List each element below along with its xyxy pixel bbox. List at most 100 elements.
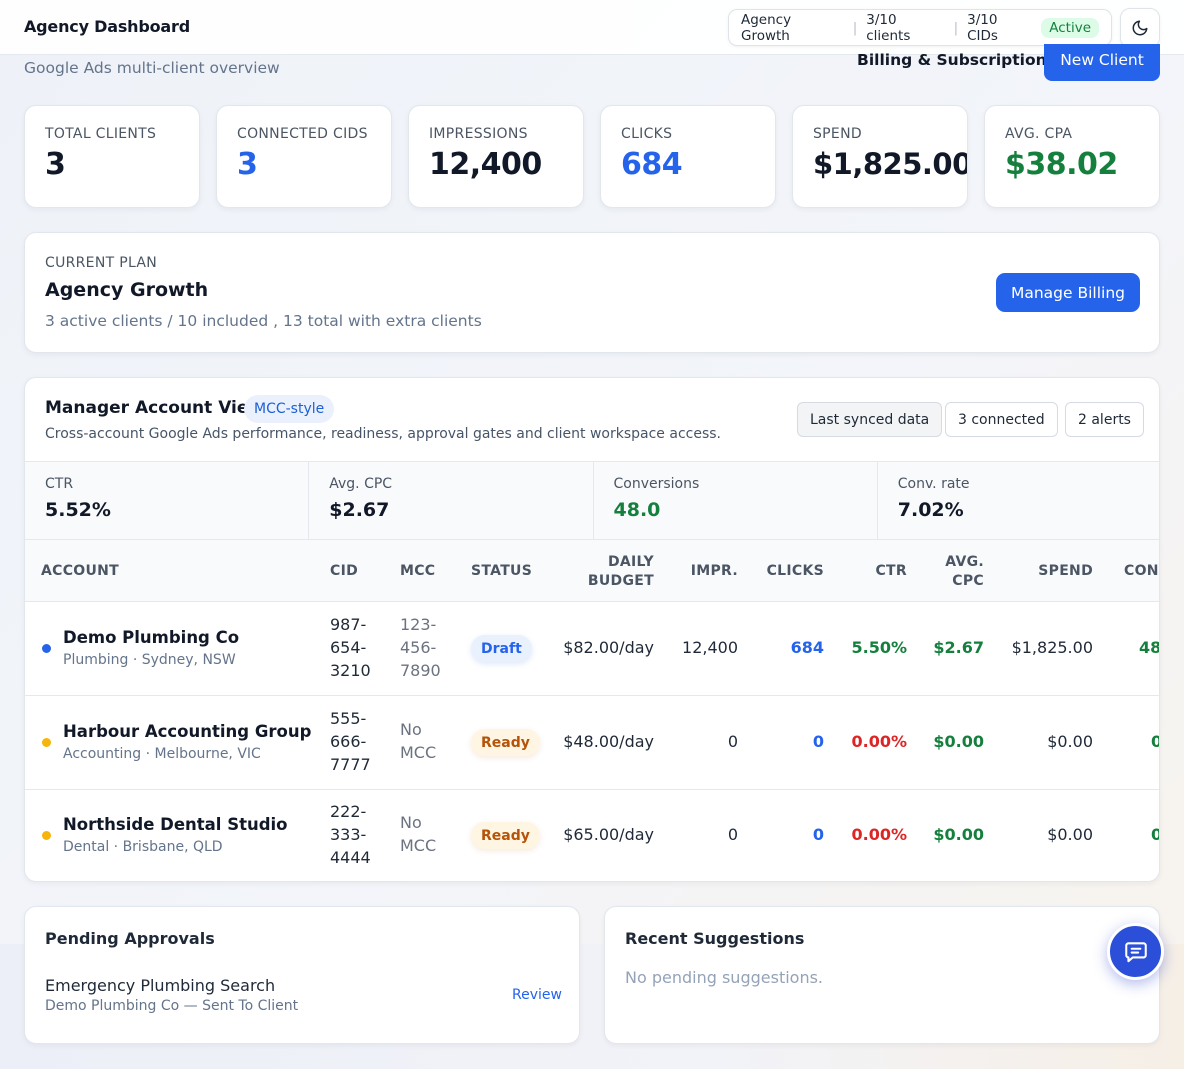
col-avg-cpc-line-2: CPC (952, 573, 984, 589)
connected-chip[interactable]: 3 connected (945, 402, 1058, 437)
recent-suggestions-card: Recent Suggestions No pending suggestion… (604, 906, 1160, 1044)
daily-budget: $65.00/day (563, 825, 654, 844)
account-name[interactable]: Harbour Accounting Group (63, 722, 312, 741)
col-daily-budget[interactable]: DAILY BUDGET (588, 553, 654, 591)
mcc-value: 123- 456- 7890 (400, 613, 441, 682)
stat-value: 12,400 (429, 147, 542, 182)
metric-conv-rate: Conv. rate 7.02% (878, 462, 1159, 539)
cid-part: 987- (330, 615, 367, 634)
plan-usage-pill[interactable]: Agency Growth | 3/10 clients | 3/10 CIDs… (728, 9, 1112, 46)
impressions: 0 (727, 825, 738, 844)
metric-value: 7.02% (897, 499, 964, 521)
ctr: 0.00% (851, 825, 907, 844)
conversions: 0 (1151, 732, 1159, 751)
cid-part: 654- (330, 638, 367, 657)
stat-value: $1,825.00 (813, 147, 968, 181)
stat-label: IMPRESSIONS (429, 126, 528, 142)
metric-label: Conversions (613, 476, 700, 492)
stat-label: CLICKS (621, 126, 673, 142)
cid-part: 3210 (330, 661, 371, 680)
cid-part: 7777 (330, 755, 371, 774)
col-avg-cpc[interactable]: AVG. CPC (945, 553, 984, 591)
status-dot (42, 644, 51, 653)
avg-cpc: $2.67 (933, 638, 984, 657)
ctr: 5.50% (851, 638, 907, 657)
spend: $0.00 (1047, 825, 1093, 844)
stat-value: 3 (45, 147, 66, 182)
metric-value: 5.52% (45, 499, 111, 521)
conversions: 48 (1139, 638, 1160, 657)
pending-approvals-card: Pending Approvals Emergency Plumbing Sea… (24, 906, 580, 1044)
spend: $0.00 (1047, 732, 1093, 751)
pending-approvals-title: Pending Approvals (45, 929, 215, 948)
col-status[interactable]: STATUS (471, 563, 533, 579)
stat-card-avg-cpa: AVG. CPA $38.02 (984, 105, 1160, 208)
avg-cpc: $0.00 (933, 825, 984, 844)
metric-label: Avg. CPC (329, 476, 393, 492)
metric-label: CTR (45, 476, 74, 492)
col-mcc[interactable]: MCC (400, 563, 436, 579)
billing-subscription-link[interactable]: Billing & Subscription (857, 51, 1047, 69)
manager-description: Cross-account Google Ads performance, re… (45, 426, 721, 442)
col-clicks[interactable]: CLICKS (766, 563, 824, 579)
stat-label: CONNECTED CIDS (237, 126, 368, 142)
cid-part: 222- (330, 802, 367, 821)
stat-card-clicks: CLICKS 684 (600, 105, 776, 208)
cid-value: 222- 333- 4444 (330, 800, 371, 869)
metric-value: $2.67 (329, 499, 390, 521)
last-synced-chip[interactable]: Last synced data (797, 402, 943, 437)
mcc-part: No (400, 720, 422, 739)
col-daily-budget-line-2: BUDGET (587, 573, 654, 589)
account-name[interactable]: Demo Plumbing Co (63, 628, 240, 647)
col-conv[interactable]: CONV (1124, 563, 1159, 579)
col-ctr[interactable]: CTR (875, 563, 907, 579)
table-row[interactable]: Northside Dental Studio Dental · Brisban… (25, 789, 1159, 881)
col-cid[interactable]: CID (330, 563, 359, 579)
cid-part: 333- (330, 825, 367, 844)
moon-icon (1132, 20, 1148, 36)
status-badge: Ready (471, 822, 540, 849)
status-badge: Active (1041, 17, 1099, 38)
cid-part: 666- (330, 732, 367, 751)
account-subtitle: Plumbing · Sydney, NSW (63, 652, 236, 668)
account-name[interactable]: Northside Dental Studio (63, 815, 288, 834)
approval-item-title: Emergency Plumbing Search (45, 976, 276, 995)
manage-billing-button[interactable]: Manage Billing (996, 273, 1140, 312)
metric-strip: CTR 5.52% Avg. CPC $2.67 Conversions 48.… (25, 461, 1159, 540)
stat-card-connected-cids: CONNECTED CIDS 3 (216, 105, 392, 208)
stat-value: 684 (621, 147, 683, 182)
col-daily-budget-line-1: DAILY (607, 554, 654, 570)
manager-account-card: Manager Account View MCC-style Cross-acc… (24, 377, 1160, 882)
stat-value: $38.02 (1005, 147, 1118, 182)
table-row[interactable]: Harbour Accounting Group Accounting · Me… (25, 696, 1159, 790)
new-client-button[interactable]: New Client (1044, 44, 1160, 81)
clicks: 0 (812, 825, 824, 844)
app-title: Agency Dashboard (24, 17, 190, 36)
mcc-style-badge: MCC-style (244, 395, 335, 423)
stat-label: SPEND (813, 126, 862, 142)
status-badge: Ready (471, 729, 540, 756)
daily-budget: $82.00/day (563, 638, 654, 657)
plan-name: Agency Growth (45, 279, 209, 301)
plan-name: Agency Growth (741, 11, 792, 44)
cid-part: 555- (330, 709, 367, 728)
chat-button[interactable] (1107, 923, 1164, 980)
accounts-table-header: ACCOUNT CID MCC STATUS DAILY BUDGET IMPR… (25, 540, 1159, 602)
current-plan-card: CURRENT PLAN Agency Growth 3 active clie… (24, 232, 1160, 353)
col-impr[interactable]: IMPR. (690, 563, 738, 579)
metric-conversions: Conversions 48.0 (594, 462, 878, 539)
review-link[interactable]: Review (512, 987, 562, 1003)
status-dot (42, 831, 51, 840)
cid-value: 987- 654- 3210 (330, 613, 371, 682)
theme-toggle-button[interactable] (1120, 8, 1160, 48)
account-subtitle: Dental · Brisbane, QLD (63, 839, 223, 855)
col-account[interactable]: ACCOUNT (41, 563, 120, 579)
separator: | (953, 19, 959, 36)
cid-part: 4444 (330, 848, 371, 867)
col-spend[interactable]: SPEND (1038, 563, 1093, 579)
clicks: 0 (812, 732, 824, 751)
account-subtitle: Accounting · Melbourne, VIC (63, 746, 261, 762)
metric-label: Conv. rate (897, 476, 970, 492)
table-row[interactable]: Demo Plumbing Co Plumbing · Sydney, NSW … (25, 602, 1160, 696)
alerts-chip[interactable]: 2 alerts (1065, 402, 1144, 437)
